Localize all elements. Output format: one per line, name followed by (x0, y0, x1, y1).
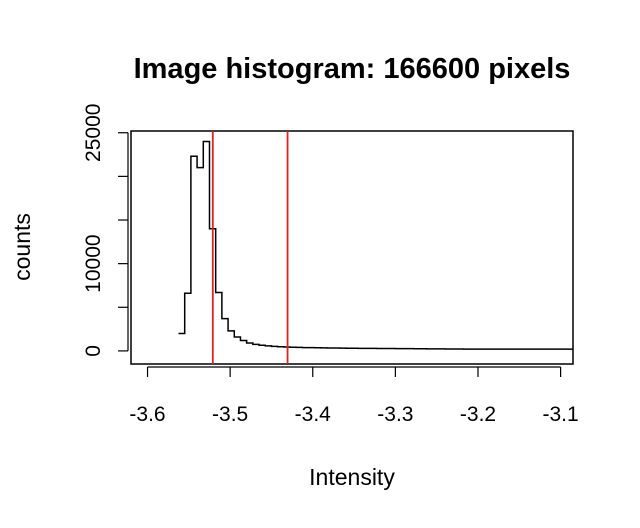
histogram-series-line (178, 140, 573, 350)
x-axis: -3.6 -3.5 -3.4 -3.3 -3.2 -3.1 (129, 366, 579, 426)
y-axis: 0 10000 25000 (82, 104, 129, 357)
x-tick-label: -3.5 (212, 403, 248, 426)
chart-title: Image histogram: 166600 pixels (134, 53, 571, 85)
plot-frame (130, 130, 574, 365)
x-tick-label: -3.6 (129, 403, 165, 426)
x-axis-label: Intensity (309, 464, 395, 490)
y-axis-label: counts (9, 213, 35, 281)
plot-area (178, 131, 573, 364)
y-tick-label: 0 (82, 345, 105, 357)
x-tick-label: -3.2 (460, 403, 496, 426)
x-tick-label: -3.4 (295, 403, 332, 426)
y-tick-label: 10000 (82, 234, 105, 292)
y-tick-label: 25000 (82, 104, 105, 162)
x-tick-label: -3.1 (543, 403, 579, 426)
x-tick-label: -3.3 (377, 403, 413, 426)
